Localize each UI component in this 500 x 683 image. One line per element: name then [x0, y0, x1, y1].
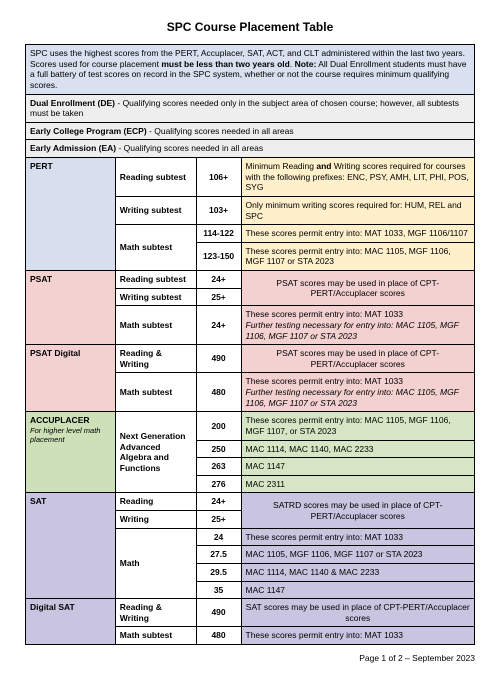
- dsat-math-label: Math subtest: [115, 627, 196, 645]
- sat-math-score2: 27.5: [196, 546, 241, 564]
- psatd-rw-score: 490: [196, 345, 241, 373]
- dsat-rw-score: 490: [196, 599, 241, 627]
- psatd-math-label: Math subtest: [115, 373, 196, 412]
- pert-reading-score: 106+: [196, 158, 241, 197]
- sat-math-score1: 24: [196, 528, 241, 546]
- sat-math-desc1: These scores permit entry into: MAT 1033: [241, 528, 475, 546]
- de-row: Dual Enrollment (DE) - Qualifying scores…: [26, 94, 475, 122]
- accu-desc4: MAC 2311: [241, 475, 475, 493]
- placement-table: SPC uses the highest scores from the PER…: [25, 44, 475, 645]
- ecp-row: Early College Program (ECP) - Qualifying…: [26, 122, 475, 140]
- psat-note: PSAT scores may be used in place of CPT-…: [241, 271, 475, 306]
- dsat-math-score: 480: [196, 627, 241, 645]
- intro-text: SPC uses the highest scores from the PER…: [26, 45, 475, 95]
- dsat-label: Digital SAT: [26, 599, 116, 645]
- psatd-math-score: 480: [196, 373, 241, 412]
- sat-math-score3: 29.5: [196, 563, 241, 581]
- sat-math-desc3: MAC 1114, MAC 1140 & MAC 2233: [241, 563, 475, 581]
- pert-math-score1: 114-122: [196, 225, 241, 243]
- sat-label: SAT: [26, 493, 116, 599]
- sat-math-desc4: MAC 1147: [241, 581, 475, 599]
- sat-reading-score: 24+: [196, 493, 241, 511]
- psat-writing-label: Writing subtest: [115, 288, 196, 306]
- psatd-math-desc: These scores permit entry into: MAT 1033…: [241, 373, 475, 412]
- psat-math-desc: These scores permit entry into: MAT 1033…: [241, 306, 475, 345]
- sat-writing-label: Writing: [115, 511, 196, 529]
- pert-math-label: Math subtest: [115, 225, 196, 271]
- psatd-label: PSAT Digital: [26, 345, 116, 412]
- pert-math-desc2: These scores permit entry into: MAC 1105…: [241, 242, 475, 270]
- dsat-rw-label: Reading & Writing: [115, 599, 196, 627]
- accu-desc3: MAC 1147: [241, 458, 475, 476]
- accu-name: ACCUPLACER: [30, 415, 90, 425]
- psatd-note: PSAT scores may be used in place of CPT-…: [241, 345, 475, 373]
- sat-math-label: Math: [115, 528, 196, 599]
- ea-row: Early Admission (EA) - Qualifying scores…: [26, 140, 475, 158]
- accu-test-label: Next Generation Advanced Algebra and Fun…: [115, 412, 196, 493]
- psatd-rw-label: Reading & Writing: [115, 345, 196, 373]
- accu-score2: 250: [196, 440, 241, 458]
- dsat-math-desc: These scores permit entry into: MAT 1033: [241, 627, 475, 645]
- pert-math-score2: 123-150: [196, 242, 241, 270]
- pert-desc2: Only minimum writing scores required for…: [241, 196, 475, 224]
- sat-note: SATRD scores may be used in place of CPT…: [241, 493, 475, 528]
- psat-writing-score: 25+: [196, 288, 241, 306]
- accu-score3: 263: [196, 458, 241, 476]
- page-footer: Page 1 of 2 – September 2023: [25, 653, 475, 663]
- psat-label: PSAT: [26, 271, 116, 345]
- accu-label: ACCUPLACER For higher level math placeme…: [26, 412, 116, 493]
- accu-score4: 276: [196, 475, 241, 493]
- accu-score1: 200: [196, 412, 241, 440]
- dsat-note: SAT scores may be used in place of CPT-P…: [241, 599, 475, 627]
- pert-writing-score: 103+: [196, 196, 241, 224]
- sat-math-score4: 35: [196, 581, 241, 599]
- sat-reading-label: Reading: [115, 493, 196, 511]
- pert-math-desc1: These scores permit entry into: MAT 1033…: [241, 225, 475, 243]
- psat-math-score: 24+: [196, 306, 241, 345]
- pert-label: PERT: [26, 158, 116, 271]
- psat-reading-score: 24+: [196, 271, 241, 289]
- page-title: SPC Course Placement Table: [25, 20, 475, 34]
- sat-math-desc2: MAC 1105, MGF 1106, MGF 1107 or STA 2023: [241, 546, 475, 564]
- sat-writing-score: 25+: [196, 511, 241, 529]
- pert-desc1: Minimum Reading and Writing scores requi…: [241, 158, 475, 197]
- pert-writing-label: Writing subtest: [115, 196, 196, 224]
- accu-sub: For higher level math placement: [30, 426, 111, 445]
- psat-math-label: Math subtest: [115, 306, 196, 345]
- pert-reading-label: Reading subtest: [115, 158, 196, 197]
- accu-desc1: These scores permit entry into: MAC 1105…: [241, 412, 475, 440]
- psat-reading-label: Reading subtest: [115, 271, 196, 289]
- accu-desc2: MAC 1114, MAC 1140, MAC 2233: [241, 440, 475, 458]
